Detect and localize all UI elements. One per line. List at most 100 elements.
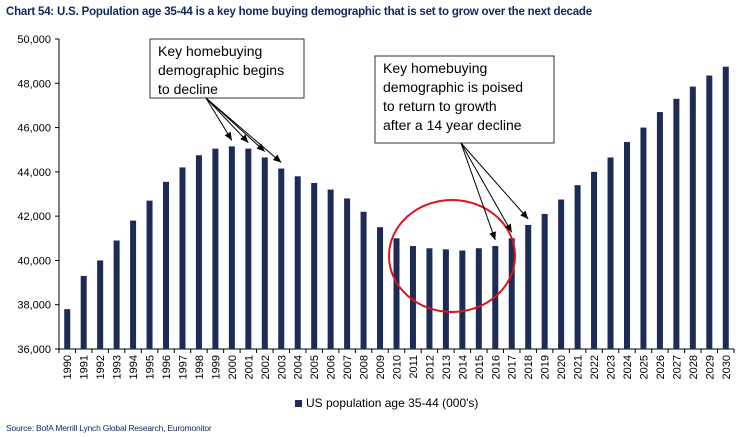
x-tick-label: 2011 bbox=[408, 355, 420, 379]
bar-1995 bbox=[146, 200, 153, 349]
bar-1993 bbox=[113, 240, 120, 349]
bar-1990 bbox=[64, 309, 71, 349]
bar-1997 bbox=[179, 167, 186, 349]
x-tick-label: 2004 bbox=[293, 355, 305, 379]
annotation-arrow bbox=[460, 142, 496, 241]
x-tick-label: 2015 bbox=[474, 355, 486, 379]
x-tick-label: 2024 bbox=[622, 355, 634, 379]
annotation-arrow bbox=[205, 97, 249, 143]
annotation-1: Key homebuying demographic begins to decli… bbox=[149, 38, 305, 163]
x-tick-label: 2023 bbox=[606, 355, 618, 379]
x-tick-label: 1999 bbox=[210, 355, 222, 379]
arrow-head bbox=[240, 134, 249, 143]
x-tick-label: 1996 bbox=[161, 355, 173, 379]
bar-2000 bbox=[228, 146, 235, 349]
x-tick-label: 1990 bbox=[62, 355, 74, 379]
bar-2009 bbox=[377, 227, 384, 349]
bar-2026 bbox=[656, 112, 663, 349]
source-note: Source: BofA Merrill Lynch Global Resear… bbox=[6, 423, 212, 433]
x-tick-label: 2017 bbox=[507, 355, 519, 379]
bar-2008 bbox=[360, 211, 367, 349]
bar-2012 bbox=[426, 248, 433, 349]
bar-2013 bbox=[442, 249, 449, 349]
x-tick-label: 2012 bbox=[424, 355, 436, 379]
bar-2007 bbox=[344, 198, 351, 349]
x-tick-label: 1998 bbox=[194, 355, 206, 379]
x-tick-label: 2013 bbox=[441, 355, 453, 379]
bar-1998 bbox=[195, 155, 202, 349]
bar-2022 bbox=[591, 171, 598, 349]
bar-2024 bbox=[623, 141, 630, 349]
bar-2010 bbox=[393, 238, 400, 349]
x-tick-label: 2027 bbox=[671, 355, 683, 379]
bar-2023 bbox=[607, 157, 614, 349]
arrow-head bbox=[504, 223, 512, 233]
x-tick-label: 2022 bbox=[589, 355, 601, 379]
annotation-2: Key homebuying demographic is poised to re… bbox=[374, 55, 555, 241]
bar-2030 bbox=[722, 66, 729, 349]
x-tick-label: 2006 bbox=[326, 355, 338, 379]
arrow-head bbox=[520, 210, 529, 219]
annotation-line: Key homebuying bbox=[158, 43, 262, 59]
bar-2020 bbox=[558, 199, 565, 349]
annotation-arrow bbox=[205, 97, 282, 163]
annotation-arrow bbox=[460, 142, 529, 220]
bar-2002 bbox=[261, 157, 268, 349]
x-tick-label: 1995 bbox=[145, 355, 157, 379]
annotation-box bbox=[149, 38, 305, 99]
y-tick-label: 44,000 bbox=[17, 167, 51, 179]
bar-2017 bbox=[508, 238, 515, 349]
annotation-box bbox=[374, 55, 555, 144]
chart-title: Chart 54: U.S. Population age 35-44 is a… bbox=[6, 6, 592, 18]
bar-1992 bbox=[97, 260, 104, 349]
x-tick-label: 2014 bbox=[457, 355, 469, 379]
bar-2014 bbox=[459, 250, 466, 349]
bar-2006 bbox=[327, 189, 334, 349]
x-tick-label: 1997 bbox=[177, 355, 189, 379]
bar-1994 bbox=[130, 220, 137, 349]
y-tick-label: 38,000 bbox=[17, 300, 51, 312]
x-tick-label: 1992 bbox=[95, 355, 107, 379]
annotation-line: to decline bbox=[158, 81, 218, 97]
x-tick-label: 2029 bbox=[704, 355, 716, 379]
legend-swatch bbox=[295, 400, 302, 407]
y-tick-label: 48,000 bbox=[17, 78, 51, 90]
legend-label: US population age 35-44 (000's) bbox=[306, 396, 478, 410]
x-tick-label: 2026 bbox=[655, 355, 667, 379]
legend: US population age 35-44 (000's) bbox=[295, 396, 478, 410]
annotation-line: after a 14 year decline bbox=[383, 117, 522, 133]
x-tick-label: 2030 bbox=[721, 355, 733, 379]
y-tick-label: 42,000 bbox=[17, 211, 51, 223]
annotation-line: demographic begins bbox=[158, 62, 284, 78]
x-tick-label: 2018 bbox=[523, 355, 535, 379]
x-tick-label: 2019 bbox=[540, 355, 552, 379]
x-tick-label: 2021 bbox=[573, 355, 585, 379]
x-tick-label: 2000 bbox=[227, 355, 239, 379]
annotation-line: demographic is poised bbox=[383, 79, 523, 95]
x-tick-label: 2007 bbox=[342, 355, 354, 379]
arrow-head bbox=[256, 143, 265, 152]
y-tick-label: 40,000 bbox=[17, 255, 51, 267]
x-tick-label: 2002 bbox=[260, 355, 272, 379]
y-tick-label: 36,000 bbox=[17, 344, 51, 356]
bar-2005 bbox=[311, 182, 318, 349]
x-tick-label: 1994 bbox=[128, 355, 140, 379]
x-tick-label: 1991 bbox=[79, 355, 91, 379]
bar-2019 bbox=[541, 213, 548, 349]
bar-2004 bbox=[294, 176, 301, 349]
y-tick-label: 46,000 bbox=[17, 123, 51, 135]
x-tick-label: 2025 bbox=[638, 355, 650, 379]
bar-1999 bbox=[212, 148, 219, 349]
x-tick-label: 1993 bbox=[112, 355, 124, 379]
x-tick-label: 2003 bbox=[276, 355, 288, 379]
bar-2027 bbox=[673, 98, 680, 350]
y-tick-label: 50,000 bbox=[17, 34, 51, 46]
arrow-head bbox=[224, 131, 232, 141]
annotation-arrow bbox=[460, 142, 513, 233]
highlight-circle bbox=[388, 199, 516, 313]
bar-2001 bbox=[245, 148, 252, 349]
bar-2021 bbox=[574, 185, 581, 349]
x-tick-label: 2010 bbox=[392, 355, 404, 379]
bar-2018 bbox=[525, 225, 532, 349]
